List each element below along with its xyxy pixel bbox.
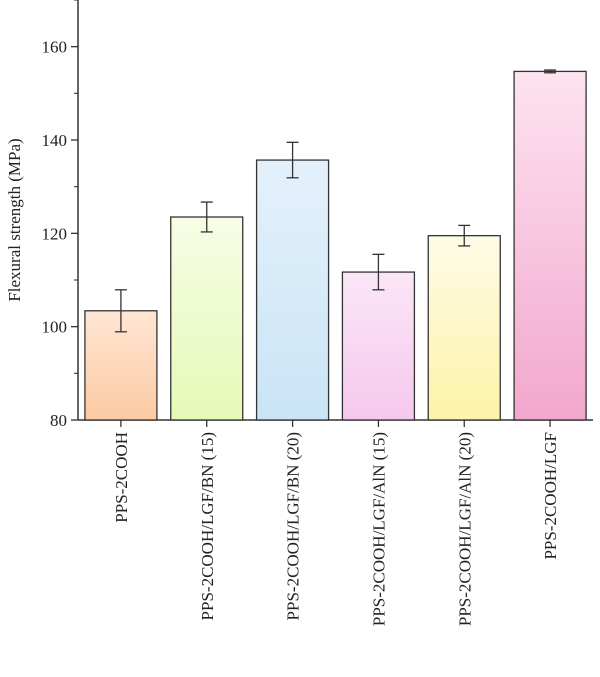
y-tick-label: 160 — [42, 38, 68, 57]
bar — [513, 70, 587, 421]
x-category-label: PPS-2COOH — [112, 432, 131, 523]
axes — [77, 0, 593, 421]
y-tick-label: 100 — [42, 318, 68, 337]
y-tick-label: 120 — [42, 224, 68, 243]
bar — [341, 271, 416, 421]
error-bar — [372, 253, 385, 291]
y-tick-label: 80 — [50, 411, 67, 430]
x-category-label: PPS-2COOH/LGF/AlN (20) — [455, 432, 474, 626]
error-bar — [286, 141, 299, 179]
x-category-label: PPS-2COOH/LGF/AlN (15) — [369, 432, 388, 626]
bar — [427, 235, 501, 421]
error-bars — [114, 69, 557, 333]
bars — [84, 70, 587, 421]
bar — [255, 159, 330, 421]
y-tick-label: 140 — [42, 131, 68, 150]
x-axis-category-labels: PPS-2COOH PPS-2COOH/LGF/BN (15) PPS-2COOH/… — [112, 420, 560, 626]
error-bar — [114, 289, 127, 333]
x-category-label: PPS-2COOH/LGF — [541, 432, 560, 560]
y-axis-ticks: 80 100 120 140 160 — [42, 0, 78, 430]
x-category-label: PPS-2COOH/LGF/BN (20) — [284, 432, 303, 620]
x-category-label: PPS-2COOH/LGF/BN (15) — [198, 432, 217, 620]
y-axis-title: Flexural strength (MPa) — [5, 138, 24, 301]
error-bar — [458, 224, 471, 247]
bar — [170, 216, 244, 421]
error-bar — [544, 69, 557, 74]
error-bar — [200, 201, 213, 233]
